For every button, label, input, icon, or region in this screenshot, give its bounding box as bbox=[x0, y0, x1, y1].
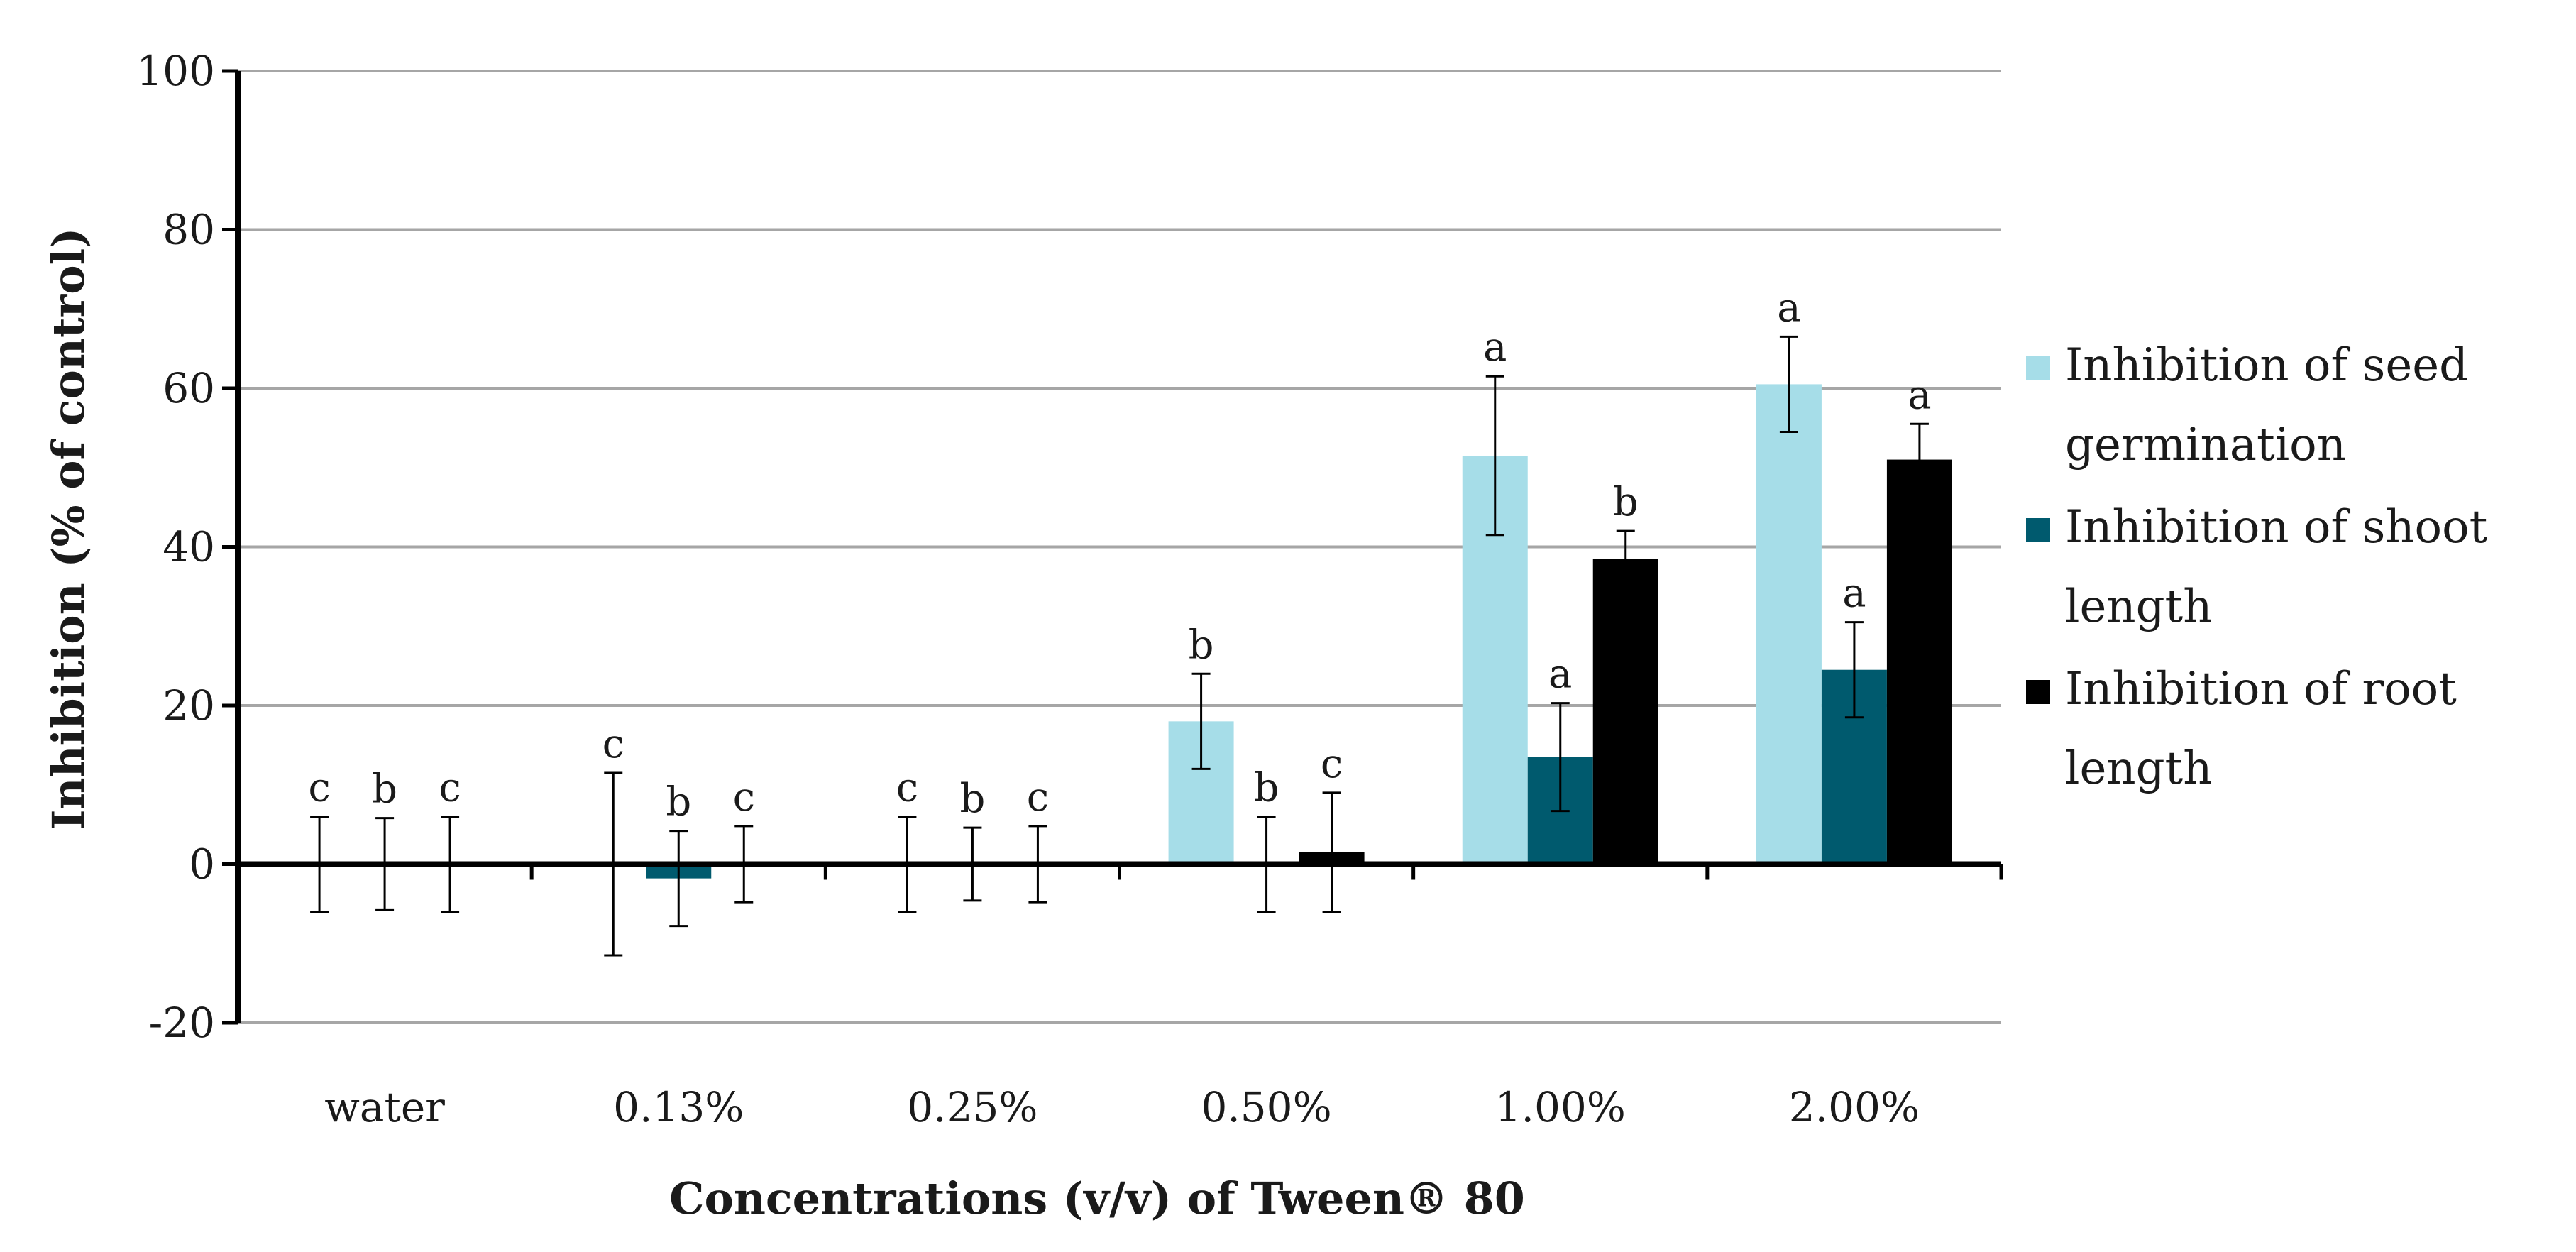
significance-letter: c bbox=[308, 764, 330, 811]
significance-letter: c bbox=[1321, 741, 1343, 787]
significance-letter: b bbox=[959, 776, 985, 822]
legend-swatch bbox=[2026, 680, 2050, 704]
x-category-label: water bbox=[324, 1083, 445, 1131]
legend-swatch bbox=[2026, 518, 2050, 542]
x-axis-title: Concentrations (v/v) of Tween® 80 bbox=[669, 1173, 1525, 1224]
axes bbox=[222, 69, 2003, 1025]
y-tick-label: 60 bbox=[163, 364, 215, 412]
legend-label: length bbox=[2065, 581, 2212, 633]
legend-swatch bbox=[2026, 356, 2050, 380]
significance-letter: b bbox=[1189, 622, 1214, 668]
y-tick-label: 20 bbox=[163, 681, 215, 730]
significance-letter: a bbox=[1548, 652, 1572, 698]
significance-letter: a bbox=[1908, 372, 1931, 418]
significance-letter: a bbox=[1842, 571, 1866, 617]
legend-label: length bbox=[2065, 742, 2212, 795]
y-tick-label: 40 bbox=[163, 523, 215, 571]
bar bbox=[1592, 559, 1658, 864]
x-category-label: 0.13% bbox=[613, 1083, 744, 1131]
bars bbox=[646, 384, 1952, 879]
x-category-label: 0.25% bbox=[907, 1083, 1037, 1131]
bar bbox=[1886, 459, 1952, 864]
x-category-label: 0.50% bbox=[1201, 1083, 1331, 1131]
legend: Inhibition of seed germination Inhibition … bbox=[2026, 339, 2488, 795]
significance-letter: c bbox=[1027, 774, 1049, 820]
gridlines bbox=[238, 70, 2001, 1024]
significance-letter: b bbox=[666, 779, 691, 825]
significance-letter: b bbox=[1613, 479, 1639, 525]
legend-label: Inhibition of root bbox=[2065, 663, 2457, 715]
significance-letter: a bbox=[1483, 324, 1507, 370]
significance-letter: b bbox=[372, 767, 397, 813]
legend-label: Inhibition of seed bbox=[2065, 339, 2468, 392]
y-tick-label: -20 bbox=[149, 999, 215, 1047]
y-axis-title: Inhibition (% of control) bbox=[43, 228, 94, 830]
legend-label: Inhibition of shoot bbox=[2065, 501, 2488, 554]
significance-letter: c bbox=[733, 774, 755, 820]
y-tick-label: 100 bbox=[136, 47, 215, 95]
x-category-label: 2.00% bbox=[1789, 1083, 1920, 1131]
significance-letter: c bbox=[439, 764, 461, 811]
x-category-label: 1.00% bbox=[1495, 1083, 1626, 1131]
legend-label: germination bbox=[2065, 419, 2346, 471]
significance-letter: c bbox=[602, 721, 624, 767]
y-tick-label: 80 bbox=[163, 206, 215, 254]
y-tick-label: 0 bbox=[189, 840, 215, 889]
bar bbox=[1756, 384, 1822, 864]
significance-letter: b bbox=[1254, 764, 1279, 811]
significance-letter: a bbox=[1777, 285, 1800, 331]
significance-letter: c bbox=[896, 764, 918, 811]
